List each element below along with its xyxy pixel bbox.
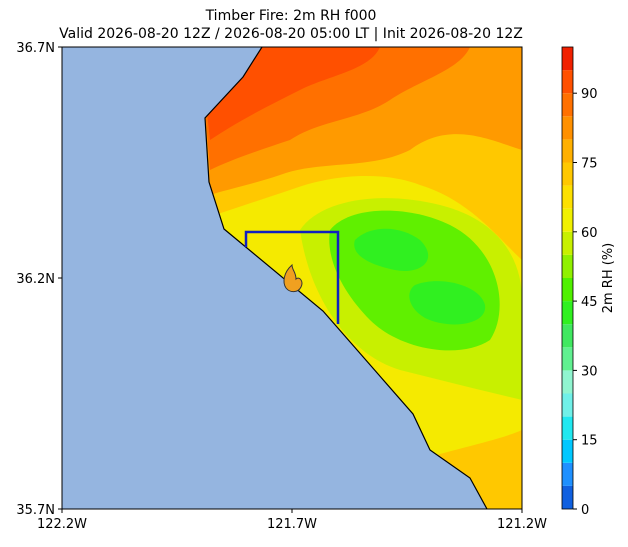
colorbar-tick-label: 45 xyxy=(581,295,598,310)
colorbar-band xyxy=(562,208,573,232)
fire-box xyxy=(244,230,340,324)
colorbar-tick-label: 15 xyxy=(581,434,598,449)
title: Timber Fire: 2m RH f000 xyxy=(205,8,377,24)
colorbar-band xyxy=(562,416,573,440)
colorbar-tick-label: 30 xyxy=(581,364,598,379)
colorbar-tick-label: 0 xyxy=(581,503,589,518)
colorbar-band xyxy=(562,301,573,325)
colorbar-band xyxy=(562,393,573,417)
colorbar-tick-label: 75 xyxy=(581,157,598,172)
colorbar-band xyxy=(562,485,573,509)
colorbar-band xyxy=(562,185,573,209)
colorbar-band xyxy=(562,324,573,348)
colorbar-band xyxy=(562,162,573,186)
colorbar-band xyxy=(562,462,573,486)
colorbar-band xyxy=(562,70,573,94)
x-tick-label: 121.7W xyxy=(267,517,317,532)
colorbar-band xyxy=(562,347,573,371)
colorbar-band xyxy=(562,278,573,302)
y-tick-label: 35.7N xyxy=(16,503,55,518)
colorbar-band xyxy=(562,439,573,463)
colorbar-label: 2m RH (%) xyxy=(601,243,616,314)
x-tick-label: 121.2W xyxy=(497,517,547,532)
x-tick-label: 122.2W xyxy=(37,517,87,532)
coastline xyxy=(204,47,488,509)
colorbar-band xyxy=(562,231,573,255)
subtitle: Valid 2026-08-20 12Z / 2026-08-20 05:00 … xyxy=(59,26,523,42)
map xyxy=(62,47,522,509)
y-tick-label: 36.2N xyxy=(16,272,55,287)
colorbar-band xyxy=(562,139,573,163)
colorbar-band xyxy=(562,116,573,140)
colorbar-band xyxy=(562,370,573,394)
y-tick-label: 36.7N xyxy=(16,41,55,56)
colorbar-band xyxy=(562,254,573,278)
colorbar-band xyxy=(562,47,573,71)
colorbar-band xyxy=(562,93,573,117)
colorbar-frame xyxy=(561,46,574,510)
colorbar-tick-label: 60 xyxy=(581,226,598,241)
fire-icon xyxy=(283,263,303,293)
colorbar-tick-label: 90 xyxy=(581,87,598,102)
